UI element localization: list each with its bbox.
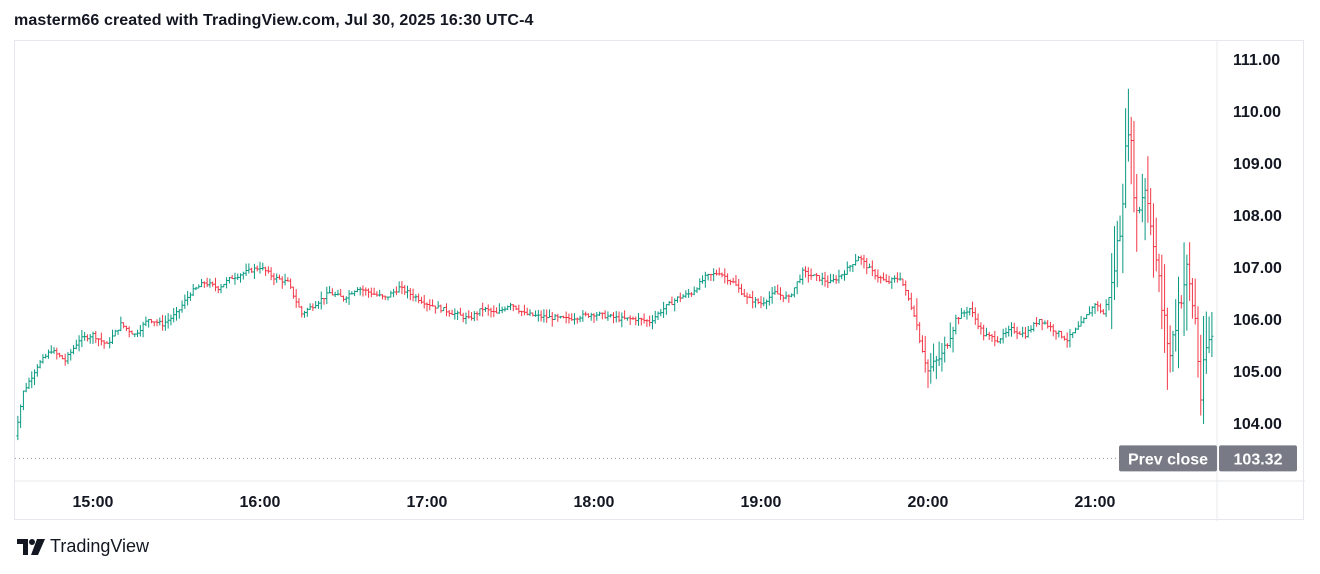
x-tick-label: 16:00 xyxy=(240,494,281,511)
footer: TradingView xyxy=(16,536,149,557)
y-tick-label: 110.00 xyxy=(1233,104,1281,121)
chart-panel[interactable]: 104.00 105.00 106.00 107.00 108.00 109.00 110.… xyxy=(14,40,1305,521)
x-tick-label: 19:00 xyxy=(741,494,782,511)
y-tick-label: 105.00 xyxy=(1233,364,1282,381)
prev-close-value-badge xyxy=(1219,445,1297,472)
y-tick-label: 106.00 xyxy=(1233,312,1282,329)
tradingview-logo-icon xyxy=(17,538,45,555)
x-tick-label: 15:00 xyxy=(73,494,114,511)
y-tick-label: 109.00 xyxy=(1233,156,1282,173)
y-tick-label: 111.00 xyxy=(1233,52,1280,69)
y-tick-label: 104.00 xyxy=(1233,416,1282,433)
candlestick-chart[interactable]: 104.00 105.00 106.00 107.00 108.00 109.00 110.… xyxy=(15,41,1305,521)
chart-attribution: masterm66 created with TradingView.com, … xyxy=(14,12,534,29)
tradingview-brand: TradingView xyxy=(50,536,150,556)
x-tick-label: 17:00 xyxy=(407,494,448,511)
x-tick-label: 18:00 xyxy=(574,494,615,511)
y-tick-label: 107.00 xyxy=(1233,260,1282,277)
y-tick-label: 108.00 xyxy=(1233,208,1282,225)
prev-close-label-badge xyxy=(1119,445,1217,472)
x-tick-label: 20:00 xyxy=(908,494,949,511)
prev-close-value: 103.32 xyxy=(1234,451,1283,468)
x-tick-label: 21:00 xyxy=(1075,494,1116,511)
prev-close-label: Prev close xyxy=(1128,451,1208,468)
